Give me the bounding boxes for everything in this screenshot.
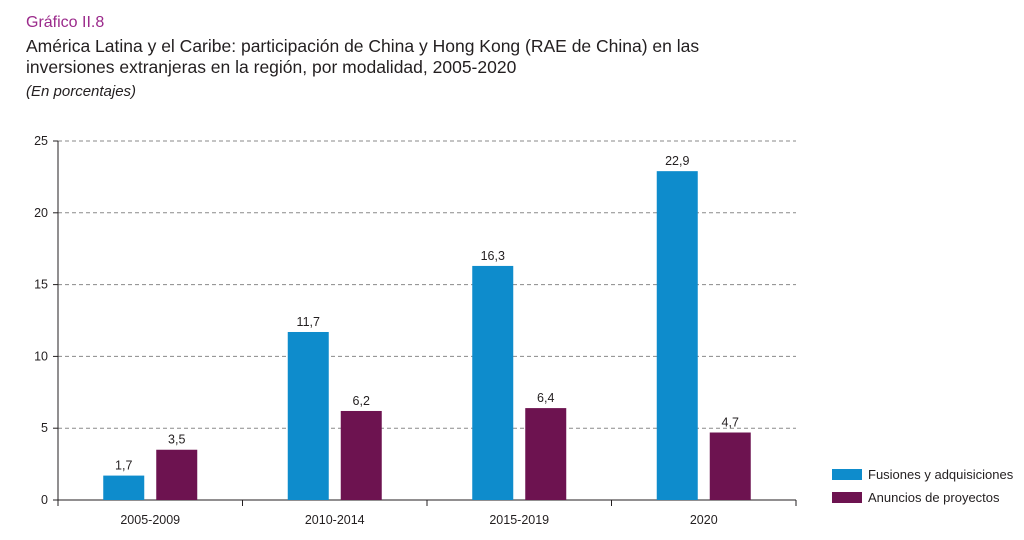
legend-item-fusiones: Fusiones y adquisiciones [832, 464, 1013, 484]
legend-item-anuncios: Anuncios de proyectos [832, 487, 1013, 507]
legend-swatch-anuncios [832, 491, 862, 503]
x-tick-label: 2005-2009 [120, 513, 180, 527]
legend-swatch-fusiones [832, 468, 862, 480]
y-tick-label: 0 [41, 493, 48, 507]
data-label: 16,3 [481, 249, 505, 263]
y-tick-label: 15 [34, 278, 48, 292]
x-tick-label: 2010-2014 [305, 513, 365, 527]
y-tick-label: 10 [34, 349, 48, 363]
data-label: 11,7 [297, 315, 320, 329]
figure-label: Gráfico II.8 [26, 14, 105, 31]
chart-subtitle: (En porcentajes) [26, 83, 137, 100]
bar [656, 171, 698, 500]
legend-label-anuncios: Anuncios de proyectos [868, 489, 1000, 505]
bar [340, 410, 382, 500]
y-tick-label: 25 [34, 134, 48, 148]
data-label: 3,5 [168, 433, 185, 447]
x-tick-label: 2015-2019 [489, 513, 549, 527]
bar [472, 265, 514, 500]
bar [525, 408, 567, 500]
legend-label-fusiones: Fusiones y adquisiciones [868, 466, 1014, 482]
data-label: 1,7 [115, 459, 132, 473]
x-tick-label: 2020 [690, 513, 718, 527]
y-tick-label: 20 [34, 206, 48, 220]
bar [287, 331, 329, 500]
legend: Fusiones y adquisiciones Anuncios de pro… [832, 464, 1013, 510]
chart-title: América Latina y el Caribe: participació… [26, 36, 700, 77]
data-label: 4,7 [722, 416, 739, 430]
bar [156, 449, 198, 500]
data-label: 6,2 [353, 394, 370, 408]
y-tick-label: 5 [41, 421, 48, 435]
data-label: 22,9 [665, 154, 689, 168]
bar [103, 475, 145, 500]
data-label: 6,4 [537, 391, 554, 405]
bar [709, 432, 751, 500]
